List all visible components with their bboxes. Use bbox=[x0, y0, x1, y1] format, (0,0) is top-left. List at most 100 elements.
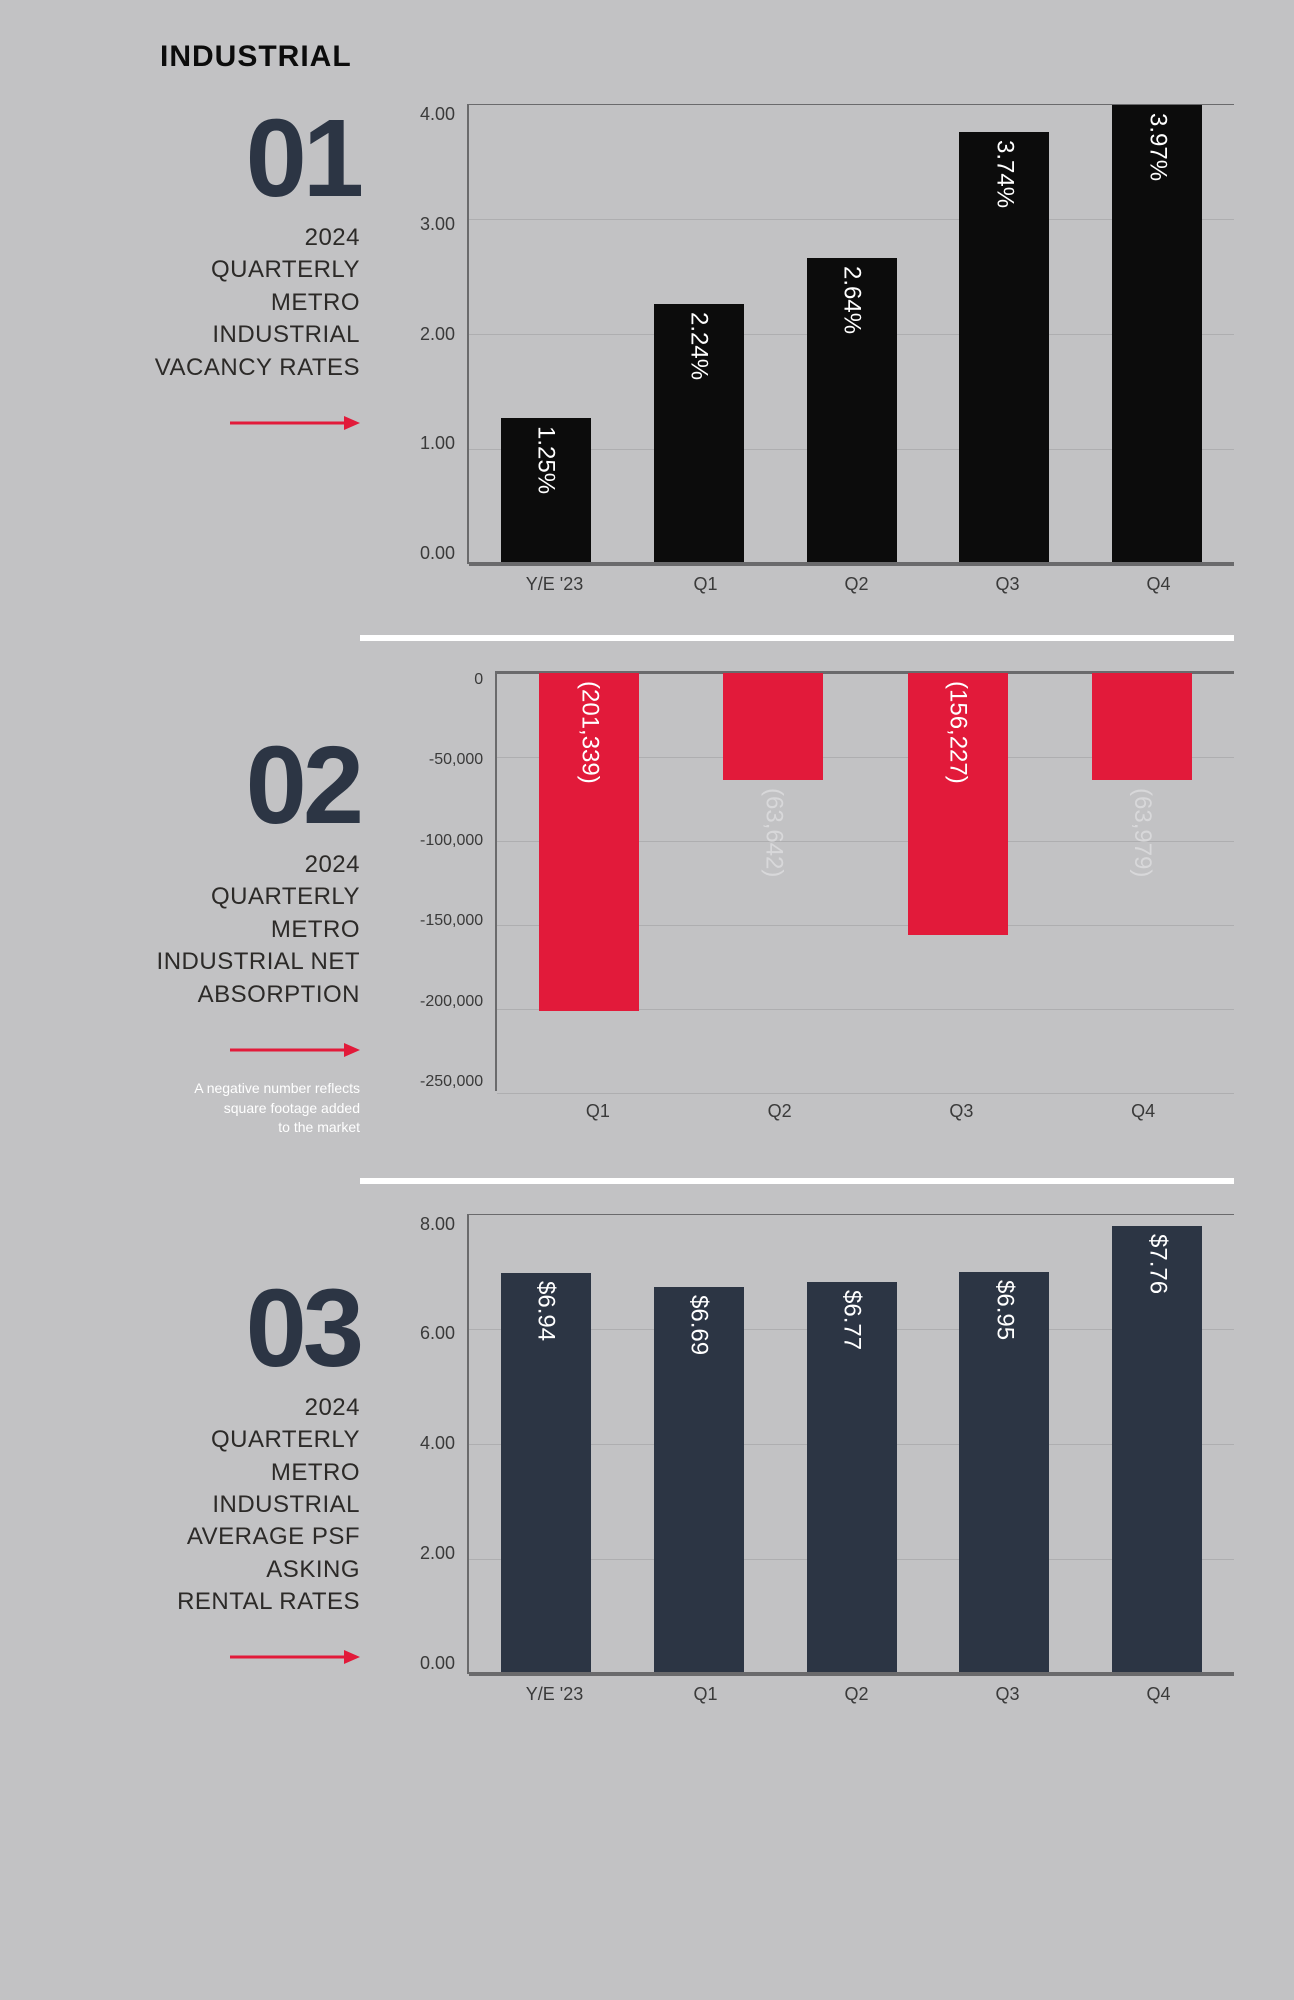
bar: (201,339) bbox=[539, 673, 639, 1011]
desc-line: QUARTERLY bbox=[211, 883, 360, 910]
desc-line: 2024 bbox=[305, 224, 360, 251]
x-tick-label: Q2 bbox=[781, 574, 932, 595]
x-tick-label: Q3 bbox=[932, 1684, 1083, 1705]
plot-area: $6.94 $6.69 $6.77 $6.95 $7.76 bbox=[467, 1214, 1234, 1674]
y-tick-label: 0 bbox=[474, 671, 483, 689]
section-description: 2024QUARTERLYMETROINDUSTRIALVACANCY RATE… bbox=[155, 222, 360, 384]
bar: $6.69 bbox=[654, 1287, 744, 1672]
bar-value-label: $7.76 bbox=[1143, 1234, 1171, 1294]
desc-line: AVERAGE PSF bbox=[187, 1523, 360, 1550]
section-left: 012024QUARTERLYMETROINDUSTRIALVACANCY RA… bbox=[60, 104, 360, 432]
desc-line: QUARTERLY bbox=[211, 1426, 360, 1453]
bar: $6.94 bbox=[501, 1273, 591, 1672]
y-tick-label: 0.00 bbox=[420, 543, 455, 564]
y-tick-label: -50,000 bbox=[429, 751, 483, 769]
bar-value-label: (201,339) bbox=[575, 681, 603, 784]
y-tick-label: 1.00 bbox=[420, 433, 455, 454]
x-axis: Q1Q2Q3Q4 bbox=[507, 1101, 1234, 1122]
y-tick-label: 2.00 bbox=[420, 1543, 455, 1564]
bar-value-label: 3.74% bbox=[990, 140, 1018, 208]
x-tick-label: Q4 bbox=[1083, 1684, 1234, 1705]
y-tick-label: 8.00 bbox=[420, 1214, 455, 1235]
section-footnote: A negative number reflectssquare footage… bbox=[194, 1079, 360, 1138]
y-tick-label: 2.00 bbox=[420, 324, 455, 345]
y-axis: 4.00 3.00 2.00 1.00 0.00 bbox=[420, 104, 467, 564]
y-tick-label: 0.00 bbox=[420, 1653, 455, 1674]
desc-line: INDUSTRIAL bbox=[212, 1491, 360, 1518]
bar-value-label: $6.95 bbox=[990, 1280, 1018, 1340]
y-tick-label: -150,000 bbox=[420, 912, 483, 930]
bar: 3.97% bbox=[1112, 105, 1202, 562]
x-tick-label: Y/E '23 bbox=[479, 574, 630, 595]
arrow-icon bbox=[230, 1041, 360, 1059]
bar: 2.64% bbox=[807, 258, 897, 562]
section-description: 2024 QUARTERLY METRO INDUSTRIAL AVERAGE PSF A… bbox=[177, 1392, 360, 1619]
y-tick-label: -200,000 bbox=[420, 993, 483, 1011]
desc-line: ABSORPTION bbox=[198, 981, 360, 1008]
y-axis: 8.006.004.002.000.00 bbox=[420, 1214, 467, 1674]
plot-area: (201,339) (63,642) (156,227) (63,979) bbox=[495, 671, 1234, 1091]
bar-value-label: $6.69 bbox=[685, 1295, 713, 1355]
x-axis: Y/E '23Q1Q2Q3Q4 bbox=[479, 1684, 1234, 1705]
desc-line: RENTAL RATES bbox=[177, 1588, 360, 1615]
x-tick-label: Q1 bbox=[507, 1101, 689, 1122]
section-left: 02 2024 QUARTERLY METRO INDUSTRIAL NET ABSORP… bbox=[60, 671, 360, 1138]
bars: 1.25%2.24%2.64%3.74%3.97% bbox=[469, 104, 1234, 562]
bar: (63,642) bbox=[723, 673, 823, 780]
y-tick-label: -100,000 bbox=[420, 832, 483, 850]
bar-value-label: 2.64% bbox=[838, 266, 866, 334]
bar-value-label: (156,227) bbox=[944, 681, 972, 784]
chart: 0 -50,000 -100,000 -150,000 -200,000 -250,000… bbox=[420, 671, 1234, 1122]
x-tick-label: Q1 bbox=[630, 1684, 781, 1705]
section-number: 03 bbox=[246, 1274, 360, 1384]
x-tick-label: Y/E '23 bbox=[479, 1684, 630, 1705]
y-axis: 0 -50,000 -100,000 -150,000 -200,000 -250,000 bbox=[420, 671, 495, 1091]
bars: $6.94 $6.69 $6.77 $6.95 $7.76 bbox=[469, 1214, 1234, 1672]
desc-line: INDUSTRIAL NET bbox=[157, 948, 360, 975]
page-title: INDUSTRIAL bbox=[160, 40, 1234, 74]
desc-line: METRO bbox=[271, 916, 360, 943]
bar: $6.77 bbox=[807, 1282, 897, 1671]
y-tick-label: 3.00 bbox=[420, 214, 455, 235]
bars: (201,339) (63,642) (156,227) (63,979) bbox=[497, 673, 1234, 1091]
section-number: 02 bbox=[246, 731, 360, 841]
bar-value-label: $6.77 bbox=[838, 1290, 866, 1350]
desc-line: 2024 bbox=[305, 851, 360, 878]
y-tick-label: -250,000 bbox=[420, 1073, 483, 1091]
chart: 4.003.002.001.000.001.25%2.24%2.64%3.74%… bbox=[420, 104, 1234, 595]
desc-line: METRO bbox=[271, 1459, 360, 1486]
bar: (156,227) bbox=[908, 673, 1008, 935]
bar: $6.95 bbox=[959, 1272, 1049, 1672]
x-tick-label: Q1 bbox=[630, 574, 781, 595]
section-divider bbox=[360, 635, 1234, 641]
bar-value-label: 3.97% bbox=[1143, 113, 1171, 181]
x-tick-label: Q2 bbox=[689, 1101, 871, 1122]
grid-line bbox=[469, 1674, 1234, 1676]
desc-line: VACANCY RATES bbox=[155, 354, 360, 381]
desc-line: ASKING bbox=[266, 1556, 360, 1583]
arrow-icon bbox=[230, 1648, 360, 1666]
bar-value-label: $6.94 bbox=[532, 1281, 560, 1341]
bar-value-label: (63,979) bbox=[1128, 788, 1156, 877]
bar-value-label: (63,642) bbox=[759, 788, 787, 877]
section-01: 012024QUARTERLYMETROINDUSTRIALVACANCY RA… bbox=[60, 84, 1234, 625]
desc-line: 2024 bbox=[305, 1394, 360, 1421]
section-02: 02 2024 QUARTERLY METRO INDUSTRIAL NET ABSORP… bbox=[60, 651, 1234, 1168]
arrow-icon bbox=[230, 414, 360, 432]
section-divider bbox=[360, 1178, 1234, 1184]
x-axis: Y/E '23Q1Q2Q3Q4 bbox=[479, 574, 1234, 595]
bar: $7.76 bbox=[1112, 1226, 1202, 1672]
bar: 3.74% bbox=[959, 132, 1049, 562]
bar: (63,979) bbox=[1092, 673, 1192, 780]
grid-line bbox=[497, 1093, 1234, 1094]
bar: 2.24% bbox=[654, 304, 744, 562]
desc-line: METRO bbox=[271, 289, 360, 316]
x-tick-label: Q3 bbox=[871, 1101, 1053, 1122]
y-tick-label: 4.00 bbox=[420, 104, 455, 125]
plot-area: 1.25%2.24%2.64%3.74%3.97% bbox=[467, 104, 1234, 564]
y-tick-label: 4.00 bbox=[420, 1433, 455, 1454]
bar-value-label: 2.24% bbox=[685, 312, 713, 380]
desc-line: INDUSTRIAL bbox=[212, 321, 360, 348]
section-number: 01 bbox=[246, 104, 360, 214]
x-tick-label: Q2 bbox=[781, 1684, 932, 1705]
